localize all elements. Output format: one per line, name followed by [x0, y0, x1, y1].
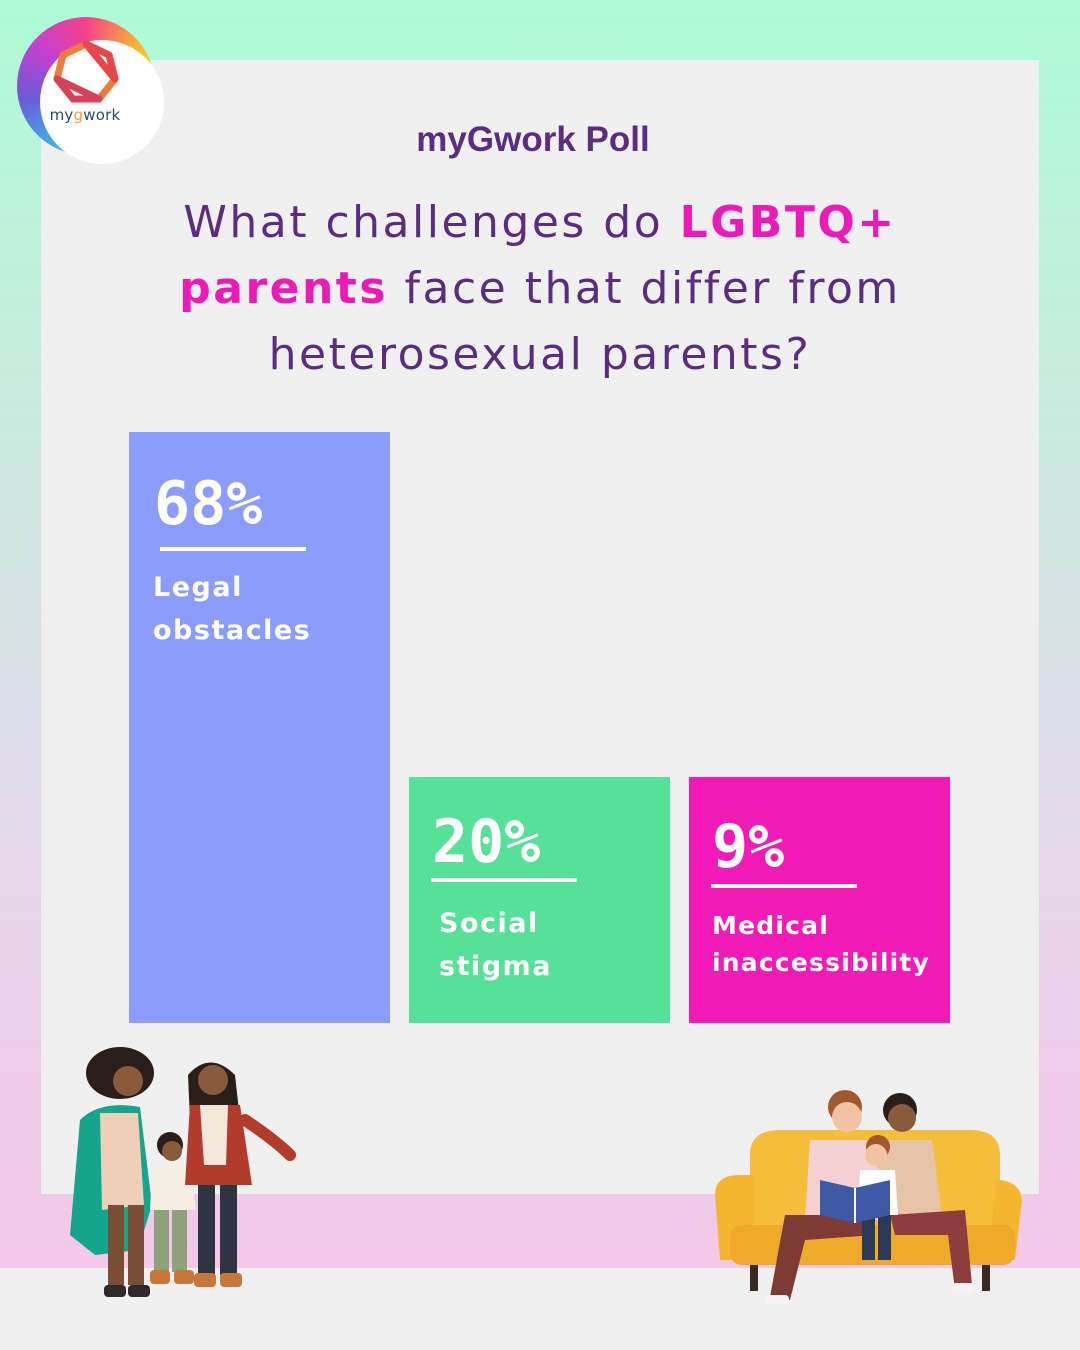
bar-label-social: Social stigma: [439, 908, 552, 982]
bar-value-medical: 9%: [712, 812, 785, 882]
bar-social-stigma: 20% Social stigma: [409, 777, 670, 1023]
poll-question: What challenges do LGBTQ+ parents face t…: [90, 190, 990, 388]
family-couch-reading-illustration: [715, 1090, 1022, 1305]
question-highlight-lgbtq: LGBTQ+: [679, 197, 897, 248]
logo-wordmark: mygwork: [49, 106, 121, 124]
poll-title: myGwork Poll: [416, 120, 650, 159]
bar-rule-social: [431, 878, 577, 882]
bar-value-legal: 68%: [154, 469, 263, 539]
question-line1-text: What challenges do: [183, 197, 680, 248]
bar-rule-legal: [160, 547, 306, 551]
question-highlight-parents: parents: [179, 263, 389, 314]
bar-label-medical: Medical inaccessibility: [712, 911, 931, 977]
question-line3-text: heterosexual parents?: [268, 329, 812, 380]
bar-value-social: 20%: [432, 807, 541, 877]
bar-medical-inaccessibility: 9% Medical inaccessibility: [689, 777, 950, 1023]
heptagon-logo-icon: [53, 40, 119, 103]
bar-rule-medical: [711, 884, 857, 888]
question-line2-text: face that differ from: [388, 263, 901, 314]
bar-label-legal: Legal obstacles: [153, 572, 312, 646]
family-walking-illustration: [70, 1047, 296, 1297]
bar-legal-obstacles: 68% Legal obstacles: [129, 432, 390, 1023]
